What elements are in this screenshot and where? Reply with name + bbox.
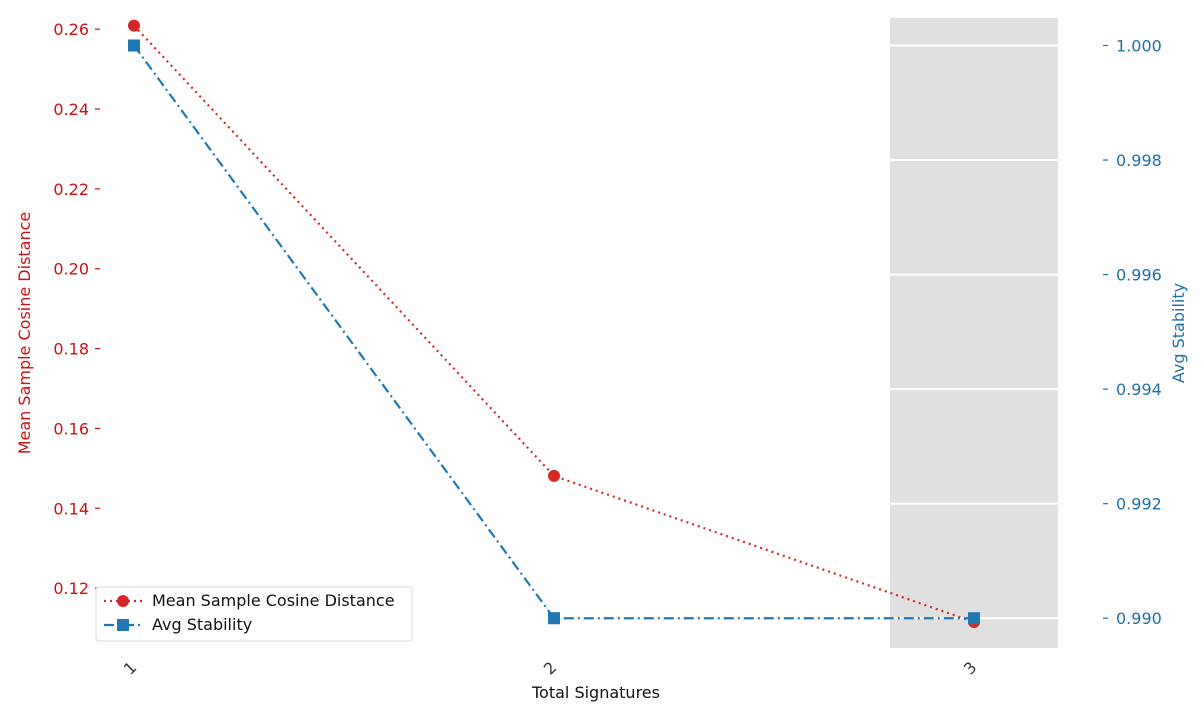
legend-marker [117,619,129,631]
series-line [133,44,974,620]
right-tick-label: 0.998 [1116,151,1162,170]
series-point [128,19,140,32]
legend-marker [117,595,129,607]
series-point [128,39,140,52]
right-tick-label: 0.992 [1116,495,1162,514]
right-tick-label: 1.000 [1116,36,1162,55]
x-tick-label: 2 [540,658,561,679]
left-tick-label: 0.14 [53,499,89,518]
left-tick-label: 0.24 [53,100,89,119]
left-axis-label: Mean Sample Cosine Distance [15,212,34,455]
left-tick-label: 0.12 [53,579,89,598]
left-tick-label: 0.16 [53,419,89,438]
legend-label: Avg Stability [152,615,252,634]
right-tick-label: 0.990 [1116,609,1162,628]
right-axis-label: Avg Stability [1169,283,1188,383]
highlight-band [890,18,1058,648]
series-line [133,24,975,624]
series-point [968,612,980,625]
right-tick-label: 0.996 [1116,266,1162,285]
left-tick-label: 0.22 [53,180,89,199]
right-tick-label: 0.994 [1116,380,1162,399]
x-axis-label: Total Signatures [531,683,660,702]
x-tick-label: 1 [120,658,141,679]
legend-label: Mean Sample Cosine Distance [152,591,395,610]
legend-box [95,586,413,642]
left-tick-label: 0.26 [53,20,89,39]
left-tick-label: 0.18 [53,340,89,359]
left-tick-label: 0.20 [53,260,89,279]
series-point [548,612,560,625]
x-tick-label: 3 [960,658,981,679]
series-point [548,469,560,482]
